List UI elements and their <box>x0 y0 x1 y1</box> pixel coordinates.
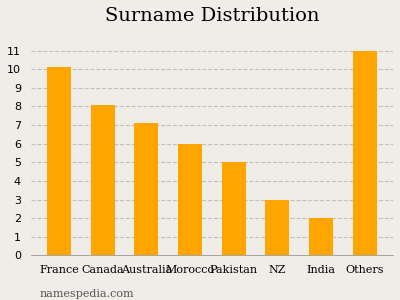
Text: namespedia.com: namespedia.com <box>40 289 135 299</box>
Bar <box>309 218 333 255</box>
Bar <box>352 51 376 255</box>
Bar <box>134 123 158 255</box>
Bar <box>178 144 202 255</box>
Bar <box>91 105 115 255</box>
Bar <box>222 162 246 255</box>
Title: Surname Distribution: Surname Distribution <box>105 7 319 25</box>
Bar <box>265 200 289 255</box>
Bar <box>47 68 71 255</box>
